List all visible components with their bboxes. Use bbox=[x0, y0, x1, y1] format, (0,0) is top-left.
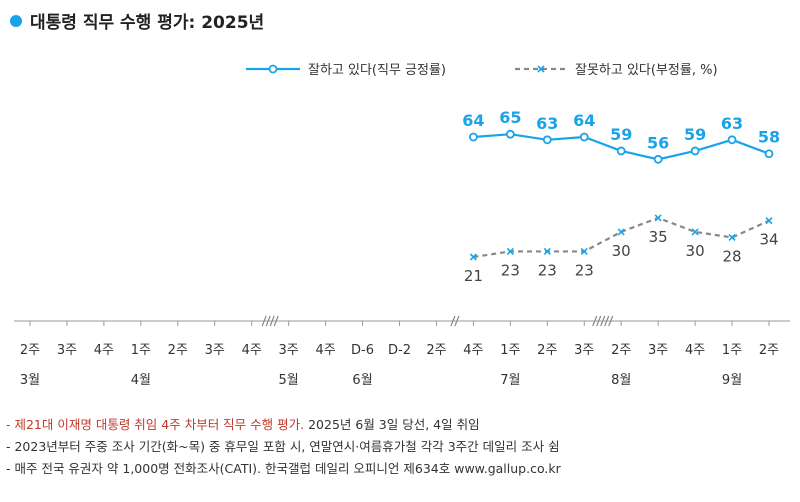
x-tick-label: 2주 bbox=[537, 343, 557, 358]
month-label: 7월 bbox=[500, 373, 520, 388]
x-tick-label: 1주 bbox=[722, 343, 742, 358]
approve-point bbox=[542, 135, 552, 145]
approve-data-label: 58 bbox=[758, 128, 780, 147]
disapprove-point bbox=[617, 228, 625, 236]
axis-break-mark bbox=[265, 315, 271, 327]
x-tick-label: 3주 bbox=[574, 343, 594, 358]
x-tick-label: 2주 bbox=[168, 343, 188, 358]
x-tick-label: 3주 bbox=[279, 343, 299, 358]
chart-title-row: 대통령 직무 수행 평가: 2025년 bbox=[10, 8, 264, 33]
footnote-1-highlight: - 제21대 이재명 대통령 취임 4주 차부터 직무 수행 평가. bbox=[6, 417, 305, 432]
x-tick-label: 3주 bbox=[205, 343, 225, 358]
month-label: 9월 bbox=[722, 373, 742, 388]
disapprove-point bbox=[506, 247, 514, 255]
footnote-3-text: - 매주 전국 유권자 약 1,000명 전화조사(CATI). 한국갤럽 데일… bbox=[6, 461, 561, 476]
axis-break-mark bbox=[608, 315, 614, 327]
x-tick-label: 1주 bbox=[131, 343, 151, 358]
chart-title: 대통령 직무 수행 평가: 2025년 bbox=[30, 13, 265, 33]
axis-break-mark bbox=[592, 315, 598, 327]
axis-break-mark bbox=[596, 315, 602, 327]
disapprove-point bbox=[728, 233, 736, 242]
axis-break-mark bbox=[600, 315, 606, 327]
disapprove-data-label: 23 bbox=[575, 261, 594, 279]
disapprove-data-label: 30 bbox=[686, 242, 705, 260]
approve-data-label: 63 bbox=[536, 114, 558, 133]
axis-break-mark bbox=[450, 315, 456, 327]
footnote-2-text: - 2023년부터 주중 조사 기간(화~목) 중 휴무일 포함 시, 연말연시… bbox=[6, 439, 560, 454]
title-bullet-icon bbox=[10, 14, 22, 27]
approve-data-label: 56 bbox=[647, 133, 669, 152]
x-tick-label: 3주 bbox=[648, 343, 668, 358]
axis-break-mark bbox=[269, 315, 275, 327]
footnote-1: - 제21대 이재명 대통령 취임 4주 차부터 직무 수행 평가. 2025년… bbox=[6, 414, 561, 436]
x-tick-label: 4주 bbox=[315, 343, 335, 358]
approve-data-label: 59 bbox=[610, 125, 632, 144]
disapprove-data-label: 28 bbox=[723, 247, 742, 265]
disapprove-point bbox=[691, 228, 699, 236]
approval-line-chart: 2주 3주 4주 1주 2주 3주 4주 3주 4주 D-6 D-2 2주 4주 1주 2주 3주 2주 3주 4주… bbox=[14, 63, 790, 388]
legend-disapprove-marker bbox=[537, 65, 545, 73]
disapprove-data-label: 34 bbox=[759, 231, 778, 249]
x-tick-label: 1주 bbox=[500, 343, 520, 358]
x-tick-label: 4주 bbox=[463, 343, 483, 358]
approve-point bbox=[468, 132, 478, 142]
month-label: 3월 bbox=[20, 373, 40, 388]
axis-break-mark bbox=[454, 315, 460, 327]
disapprove-data-label: 21 bbox=[464, 267, 483, 285]
x-tick-label: 4주 bbox=[242, 343, 262, 358]
axis-break-mark bbox=[261, 315, 267, 327]
month-label: 6월 bbox=[352, 373, 372, 388]
approve-point bbox=[616, 146, 626, 156]
approve-data-label: 64 bbox=[462, 111, 484, 130]
disapprove-data-label: 30 bbox=[612, 242, 631, 260]
disapprove-point bbox=[580, 247, 588, 255]
approve-point bbox=[764, 149, 774, 159]
approve-data-label: 59 bbox=[684, 125, 706, 144]
x-tick-label: D-2 bbox=[388, 343, 411, 358]
x-tick-label: 2주 bbox=[426, 343, 446, 358]
footnote-3: - 매주 전국 유권자 약 1,000명 전화조사(CATI). 한국갤럽 데일… bbox=[6, 458, 561, 480]
approve-data-label: 63 bbox=[721, 114, 743, 133]
x-tick-label: 2주 bbox=[759, 343, 779, 358]
month-label: 4월 bbox=[131, 373, 151, 388]
approve-point bbox=[505, 129, 515, 139]
disapprove-data-label: 23 bbox=[501, 261, 520, 279]
disapprove-point bbox=[469, 253, 477, 261]
x-tick-label: D-6 bbox=[351, 343, 374, 358]
x-tick-label: 4주 bbox=[685, 343, 705, 358]
x-tick-label: 2주 bbox=[20, 343, 40, 358]
disapprove-point bbox=[765, 217, 773, 225]
disapprove-data-label: 35 bbox=[649, 228, 668, 246]
month-label: 8월 bbox=[611, 373, 631, 388]
legend-approve-marker bbox=[268, 64, 278, 74]
footnote-2: - 2023년부터 주중 조사 기간(화~목) 중 휴무일 포함 시, 연말연시… bbox=[6, 436, 561, 458]
approve-point bbox=[653, 154, 663, 164]
x-tick-label: 4주 bbox=[94, 343, 114, 358]
approve-point bbox=[727, 135, 737, 145]
x-tick-label: 2주 bbox=[611, 343, 631, 358]
axis-break-mark bbox=[604, 315, 610, 327]
legend-approve-label: 잘하고 있다(직무 긍정률) bbox=[308, 63, 446, 78]
approve-point bbox=[579, 132, 589, 142]
disapprove-point bbox=[543, 247, 551, 255]
footnote-1-text: 2025년 6월 3일 당선, 4일 취임 bbox=[304, 417, 480, 432]
disapprove-data-label: 23 bbox=[538, 261, 557, 279]
approve-data-label: 64 bbox=[573, 111, 595, 130]
approve-point bbox=[690, 146, 700, 156]
disapprove-point bbox=[654, 214, 662, 222]
axis-break-mark bbox=[273, 315, 279, 327]
approve-data-label: 65 bbox=[499, 108, 521, 127]
x-tick-label: 3주 bbox=[57, 343, 77, 358]
footnotes: - 제21대 이재명 대통령 취임 4주 차부터 직무 수행 평가. 2025년… bbox=[6, 414, 561, 480]
month-label: 5월 bbox=[279, 373, 299, 388]
legend-disapprove-label: 잘못하고 있다(부정률, %) bbox=[575, 63, 718, 78]
